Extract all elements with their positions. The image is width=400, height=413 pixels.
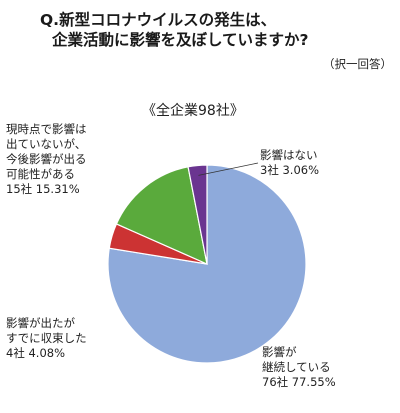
pie-leader-lines (198, 162, 259, 176)
label-impact-subsided: 影響が出たが すでに収束した 4社 4.08% (6, 316, 87, 361)
label-line: 出ていないが、 (6, 137, 87, 151)
slice-possible-future-impact (115, 166, 208, 266)
label-line: 継続している (262, 360, 331, 374)
label-value: 15社 15.31% (6, 182, 80, 196)
question-line-2: 企業活動に影響を及ぼしていますか? (52, 31, 309, 49)
label-line: 影響はない (260, 148, 318, 162)
label-no-impact: 影響はない 3社 3.06% (260, 148, 319, 178)
label-continuing-impact: 影響が 継続している 76社 77.55% (262, 345, 336, 390)
label-value: 3社 3.06% (260, 163, 320, 177)
question-line-1: Q.新型コロナウイルスの発生は、 (40, 11, 277, 29)
label-line: 影響が (262, 345, 297, 359)
question-title: Q.新型コロナウイルスの発生は、 企業活動に影響を及ぼしていますか? (40, 10, 392, 50)
label-line: 可能性がある (6, 167, 75, 181)
label-line: すでに収束した (6, 331, 87, 345)
chart-subtitle: 《全企業98社》 (142, 103, 244, 119)
label-value: 76社 77.55% (262, 375, 336, 389)
pie-slices (107, 164, 307, 364)
label-possible-future-impact: 現時点で影響は 出ていないが、 今後影響が出る 可能性がある 15社 15.31… (6, 122, 87, 197)
label-line: 現時点で影響は (6, 122, 87, 136)
label-line: 影響が出たが (6, 316, 75, 330)
label-line: 今後影響が出る (6, 152, 87, 166)
slice-no-impact (187, 164, 208, 265)
answer-type-note: （択一回答） (323, 57, 392, 71)
leader-line-no-impact (198, 162, 259, 176)
label-value: 4社 4.08% (6, 346, 66, 360)
